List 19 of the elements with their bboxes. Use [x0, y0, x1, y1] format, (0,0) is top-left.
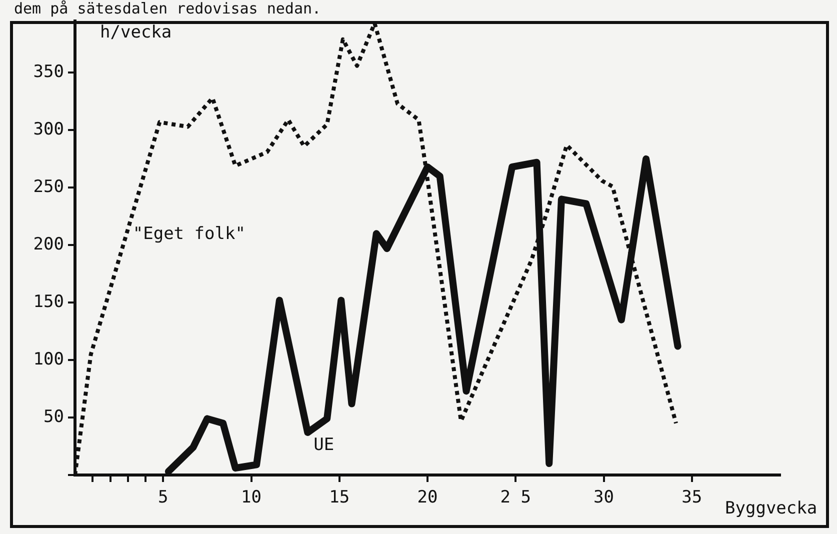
x-tick-label: 10	[241, 488, 262, 508]
x-tick-label: 30	[594, 488, 614, 508]
y-tick-label: 100	[33, 349, 64, 370]
x-tick-label: 2 5	[500, 488, 531, 508]
x-tick-label: 5	[158, 488, 168, 508]
x-tick-label: 15	[329, 488, 350, 508]
y-tick-label: 350	[33, 62, 64, 82]
y-tick-label: 50	[44, 406, 64, 427]
y-tick-label: 300	[33, 120, 64, 140]
text: dem på sätesdalen redovisas nedan.	[14, 0, 322, 18]
series-label: UE	[314, 434, 334, 455]
x-tick-label: 20	[417, 488, 438, 508]
y-tick-label: 250	[33, 177, 64, 198]
y-tick-label: 200	[33, 234, 64, 255]
y-tick-label: 150	[33, 292, 64, 312]
y-axis-title: h/vecka	[100, 22, 172, 42]
x-axis-title: Byggvecka	[725, 498, 818, 518]
series-label: "Eget folk"	[132, 224, 246, 244]
x-tick-label: 35	[682, 488, 702, 508]
